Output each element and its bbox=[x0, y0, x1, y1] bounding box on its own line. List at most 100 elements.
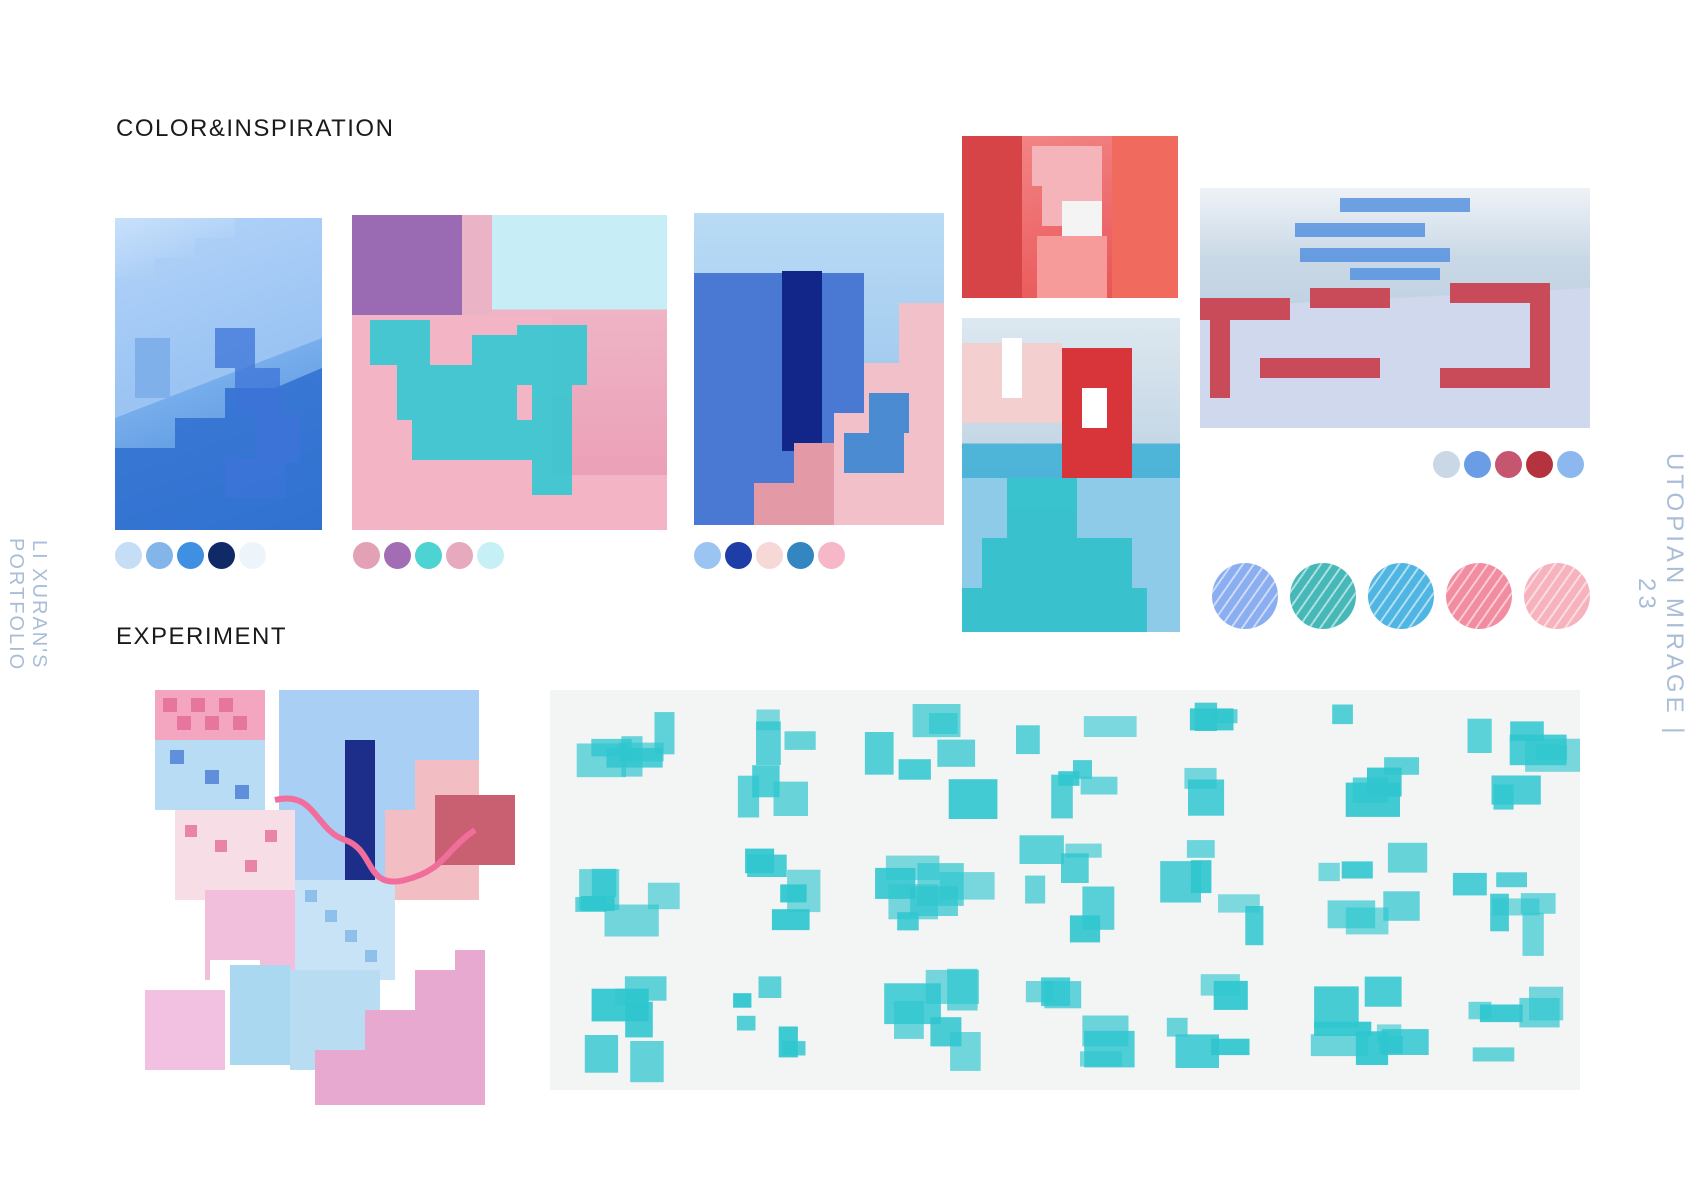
model-block bbox=[1189, 708, 1234, 731]
inspiration-photo-pink-cyan-sculpture bbox=[352, 215, 667, 530]
model-block bbox=[898, 759, 931, 780]
model-block bbox=[1490, 893, 1509, 932]
model-block bbox=[939, 872, 995, 900]
experiment-model bbox=[576, 712, 675, 778]
brush-blob bbox=[1524, 563, 1590, 629]
model-block bbox=[780, 884, 807, 903]
model-block bbox=[1069, 915, 1101, 943]
model-block bbox=[1061, 853, 1089, 883]
model-block bbox=[1065, 843, 1102, 858]
palette-2-swatch bbox=[415, 542, 442, 569]
model-block bbox=[864, 732, 894, 775]
palette-4-swatch bbox=[1526, 451, 1553, 478]
experiment-model bbox=[733, 976, 806, 1058]
palette-2-swatch bbox=[446, 542, 473, 569]
experiment-models bbox=[575, 702, 1583, 1083]
model-block bbox=[1166, 1017, 1188, 1037]
model-block bbox=[771, 909, 810, 931]
model-block bbox=[606, 747, 663, 768]
model-block bbox=[758, 976, 782, 998]
palette-3-swatch bbox=[694, 542, 721, 569]
model-block bbox=[1188, 779, 1225, 816]
model-block bbox=[1175, 1034, 1219, 1068]
model-block bbox=[1364, 976, 1402, 1007]
palette-3-swatch bbox=[725, 542, 752, 569]
model-block bbox=[1218, 894, 1260, 913]
model-block bbox=[1019, 835, 1064, 864]
model-block bbox=[1387, 842, 1428, 873]
model-block bbox=[894, 1001, 924, 1039]
model-block bbox=[1080, 776, 1118, 795]
experiment-model bbox=[1016, 716, 1137, 819]
experiment-model bbox=[1468, 986, 1564, 1062]
inspiration-photo-blue-doorway bbox=[694, 213, 944, 525]
model-block bbox=[1318, 862, 1340, 882]
palette-4-swatch bbox=[1433, 451, 1460, 478]
palette-2-swatch bbox=[353, 542, 380, 569]
palette-2-swatch bbox=[477, 542, 504, 569]
brush-blob bbox=[1446, 563, 1512, 629]
experiment-model bbox=[745, 848, 821, 931]
experiment-collage bbox=[145, 690, 515, 1105]
experiment-model bbox=[1332, 704, 1419, 817]
side-label-portfolio: LI XURAN'S PORTFOLIO bbox=[5, 538, 50, 672]
inspiration-photo-red-tower-sea bbox=[962, 318, 1180, 632]
model-block bbox=[778, 1026, 798, 1058]
model-block bbox=[1016, 725, 1040, 755]
section-title-color-inspiration: COLOR&INSPIRATION bbox=[116, 115, 395, 142]
model-block bbox=[630, 1041, 664, 1083]
model-block bbox=[1080, 1051, 1122, 1067]
experiment-model bbox=[1019, 835, 1115, 943]
palette-2-swatch bbox=[384, 542, 411, 569]
model-block bbox=[1510, 721, 1544, 741]
experiment-model bbox=[1467, 718, 1583, 810]
model-block bbox=[912, 704, 961, 738]
model-block bbox=[1245, 906, 1264, 946]
palette-3-swatch bbox=[756, 542, 783, 569]
experiment-model bbox=[1025, 977, 1135, 1068]
model-block bbox=[1041, 977, 1071, 1007]
model-block bbox=[625, 1001, 653, 1038]
model-block bbox=[1367, 767, 1402, 797]
model-block bbox=[1376, 1024, 1402, 1043]
palette-3-swatch bbox=[818, 542, 845, 569]
experiment-model bbox=[884, 968, 981, 1071]
model-block bbox=[1452, 872, 1487, 896]
model-block bbox=[1314, 986, 1359, 1028]
model-block bbox=[1383, 891, 1420, 921]
model-block bbox=[647, 882, 680, 910]
experiment-model bbox=[1160, 840, 1264, 946]
model-block bbox=[1472, 1047, 1515, 1062]
model-block bbox=[736, 1015, 756, 1031]
experiment-model bbox=[1310, 976, 1429, 1065]
model-block bbox=[1496, 872, 1527, 888]
model-block bbox=[1190, 860, 1212, 894]
model-block bbox=[897, 912, 919, 931]
experiment-model bbox=[864, 704, 998, 819]
model-block bbox=[581, 896, 615, 911]
brush-blob bbox=[1290, 563, 1356, 629]
model-block bbox=[1468, 1001, 1492, 1020]
model-block bbox=[1345, 907, 1389, 935]
experiment-model bbox=[584, 976, 667, 1083]
model-block bbox=[950, 1032, 981, 1071]
experiment-model bbox=[1318, 842, 1428, 935]
experiment-model bbox=[737, 709, 816, 818]
experiment-model bbox=[875, 855, 995, 931]
model-block bbox=[1341, 861, 1373, 879]
palette-1-swatch bbox=[239, 542, 266, 569]
palette-4-swatch bbox=[1557, 451, 1584, 478]
inspiration-photo-blue-stairs bbox=[115, 218, 322, 530]
inspiration-photo-red-stairwell bbox=[962, 136, 1178, 298]
model-block bbox=[1025, 875, 1046, 904]
model-block bbox=[885, 855, 940, 880]
palette-4-swatch bbox=[1495, 451, 1522, 478]
model-block bbox=[948, 779, 998, 819]
model-block bbox=[756, 709, 780, 731]
model-block bbox=[745, 848, 775, 874]
model-block bbox=[1529, 986, 1564, 1021]
model-block bbox=[1522, 912, 1544, 956]
palette-3-swatch bbox=[787, 542, 814, 569]
experiment-model bbox=[1166, 974, 1250, 1068]
experiment-model bbox=[1184, 702, 1238, 816]
